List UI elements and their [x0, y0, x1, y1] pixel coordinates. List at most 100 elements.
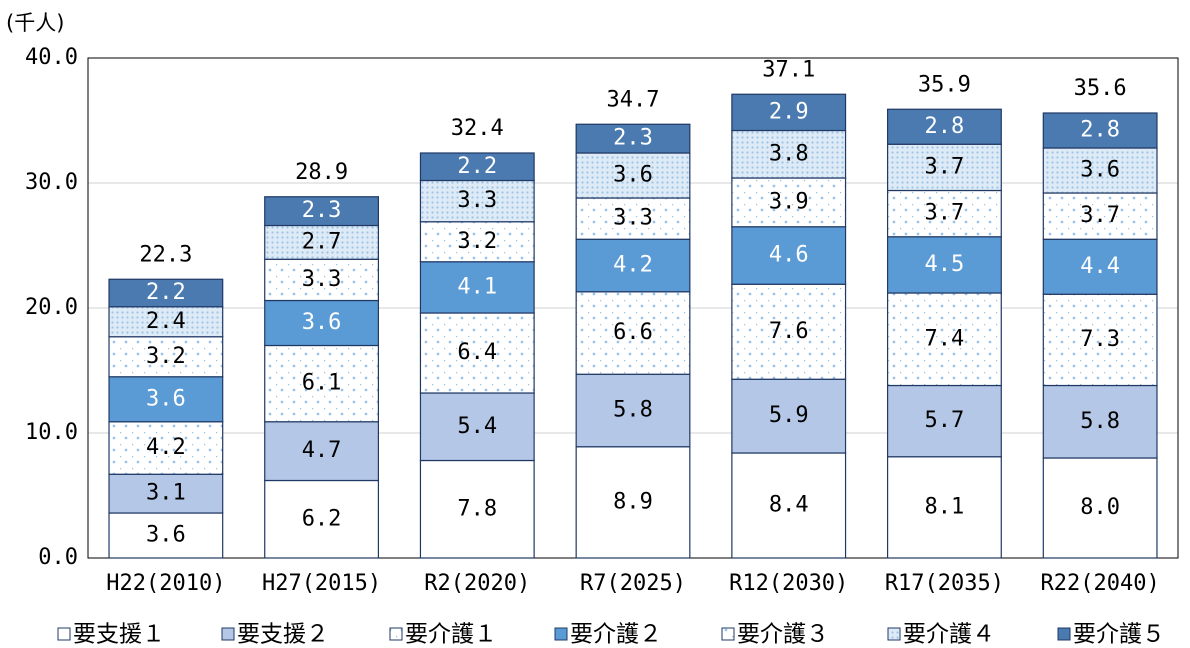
- bar-segment: [264, 196, 380, 227]
- legend-label: 要介護５: [1073, 622, 1165, 648]
- total-label: 35.9: [918, 72, 971, 97]
- data-label: 3.6: [302, 310, 342, 335]
- bar-segment: [886, 384, 1002, 458]
- bar-segment: [264, 479, 380, 559]
- y-tick-label: 30.0: [25, 170, 78, 195]
- bar-segment: [731, 378, 847, 454]
- x-tick-label: R22(2040): [1041, 571, 1160, 596]
- data-label: 3.9: [769, 189, 809, 214]
- bar-segment: [108, 278, 224, 308]
- bar-segment: [575, 373, 691, 448]
- bar-segment: [886, 108, 1002, 145]
- x-tick-label: R7(2025): [580, 571, 686, 596]
- data-label: 3.7: [925, 154, 965, 179]
- data-label: 2.8: [925, 114, 965, 139]
- data-label: 4.7: [302, 438, 342, 463]
- data-label: 2.8: [1080, 118, 1120, 143]
- data-label: 2.3: [302, 198, 342, 223]
- data-label: 5.4: [457, 414, 497, 439]
- total-label: 34.7: [607, 87, 660, 112]
- data-label: 6.1: [302, 371, 342, 396]
- bar-segment: [886, 292, 1002, 387]
- legend-marker: [221, 627, 235, 641]
- bar-segment: [264, 224, 380, 260]
- data-label: 8.1: [925, 494, 965, 519]
- bar-segment: [419, 312, 535, 394]
- bar-segment: [1042, 293, 1158, 387]
- bar-segment: [731, 93, 847, 132]
- data-label: 3.2: [457, 229, 497, 254]
- y-tick-label: 20.0: [25, 295, 78, 320]
- bar-segment: [108, 421, 224, 475]
- total-label: 22.3: [139, 242, 192, 267]
- bar-segment: [575, 197, 691, 240]
- data-label: 6.6: [613, 320, 653, 345]
- data-label: 3.6: [613, 163, 653, 188]
- data-label: 5.7: [925, 408, 965, 433]
- bar-segment: [886, 189, 1002, 238]
- y-tick-label: 0.0: [38, 545, 78, 570]
- bar-segment: [419, 459, 535, 559]
- data-label: 2.4: [146, 309, 186, 334]
- bar-segment: [886, 456, 1002, 559]
- legend-label: 要介護３: [737, 622, 829, 648]
- bar-segment: [575, 446, 691, 559]
- x-tick-label: R2(2020): [424, 571, 530, 596]
- data-label: 8.9: [613, 489, 653, 514]
- legend-label: 要介護２: [570, 622, 662, 648]
- legend-marker: [554, 627, 568, 641]
- data-label: 8.0: [1080, 495, 1120, 520]
- y-tick-label: 10.0: [25, 420, 78, 445]
- bar-segment: [575, 238, 691, 293]
- data-label: 7.6: [769, 319, 809, 344]
- data-label: 2.9: [769, 99, 809, 124]
- data-label: 2.3: [613, 126, 653, 151]
- data-label: 5.8: [1080, 409, 1120, 434]
- bar-segment: [1042, 384, 1158, 459]
- data-label: 4.6: [769, 243, 809, 268]
- data-label: 5.9: [769, 403, 809, 428]
- data-label: 7.3: [1080, 327, 1120, 352]
- data-label: 4.2: [613, 253, 653, 278]
- x-tick-label: R12(2030): [729, 571, 848, 596]
- legend-label: 要支援２: [237, 622, 329, 648]
- bar-segment: [1042, 147, 1158, 194]
- bar-segment: [575, 152, 691, 199]
- bar-segment: [108, 336, 224, 378]
- data-label: 2.2: [457, 154, 497, 179]
- bar-segment: [419, 261, 535, 314]
- bar-segment: [419, 392, 535, 462]
- legend-marker: [389, 627, 403, 641]
- bar-segment: [108, 306, 224, 338]
- data-label: 3.6: [146, 523, 186, 548]
- data-label: 4.4: [1080, 254, 1120, 279]
- data-label: 3.3: [302, 267, 342, 292]
- bar-segment: [1042, 457, 1158, 559]
- data-label: 6.4: [457, 340, 497, 365]
- x-tick-label: H22(2010): [106, 571, 225, 596]
- bar-segment: [575, 291, 691, 375]
- bar-segment: [264, 258, 380, 302]
- data-label: 8.4: [769, 493, 809, 518]
- data-label: 7.4: [925, 326, 965, 351]
- total-label: 28.9: [295, 160, 348, 185]
- bar-segment: [731, 177, 847, 228]
- data-label: 3.2: [146, 344, 186, 369]
- bar-segment: [731, 226, 847, 285]
- legend-marker: [721, 627, 735, 641]
- bar-segment: [1042, 192, 1158, 240]
- bar-segment: [264, 344, 380, 423]
- data-label: 4.2: [146, 435, 186, 460]
- total-label: 32.4: [451, 116, 504, 141]
- data-label: 3.6: [146, 386, 186, 411]
- bar-segment: [886, 236, 1002, 294]
- data-label: 4.5: [925, 252, 965, 277]
- bar-segment: [419, 152, 535, 182]
- total-label: 37.1: [762, 57, 815, 82]
- bar-segment: [419, 221, 535, 263]
- data-label: 3.6: [1080, 158, 1120, 183]
- data-label: 6.2: [302, 506, 342, 531]
- x-tick-label: R17(2035): [885, 571, 1004, 596]
- bar-segment: [419, 179, 535, 223]
